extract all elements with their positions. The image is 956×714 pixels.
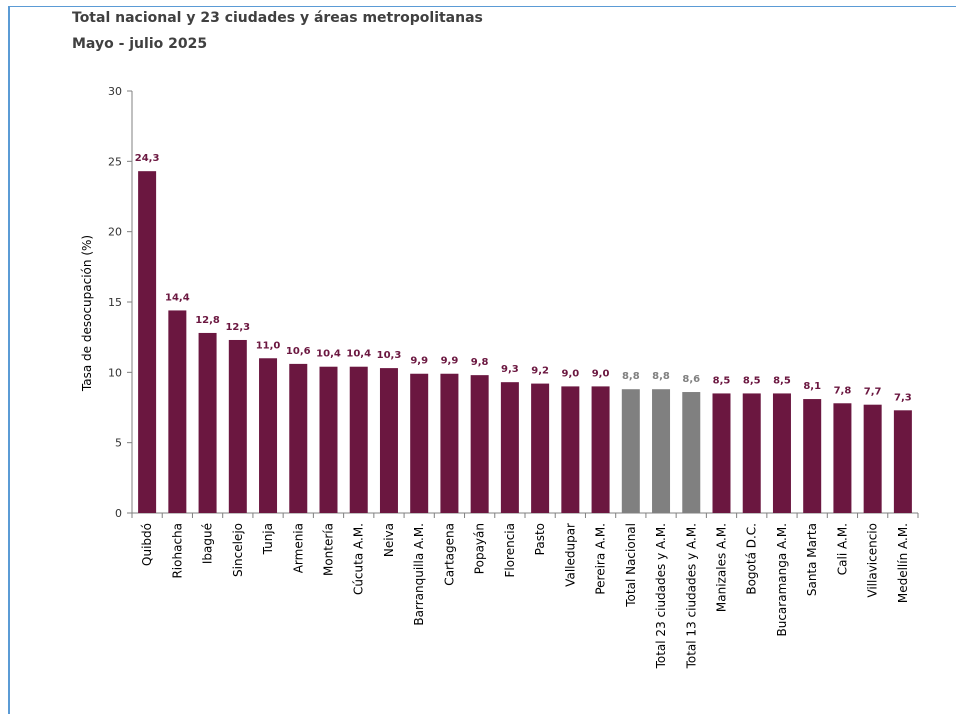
data-label: 8,5	[773, 375, 791, 386]
bar	[349, 366, 368, 513]
bar	[379, 368, 398, 513]
data-label: 9,0	[561, 368, 579, 379]
data-label: 10,3	[377, 350, 402, 361]
data-label: 8,8	[622, 371, 640, 382]
bar	[803, 399, 822, 513]
x-tick-label: Popayán	[473, 523, 487, 574]
y-tick-label: 20	[108, 226, 122, 239]
x-tick-label: Sincelejo	[231, 523, 245, 577]
x-tick-label: Bogotá D.C.	[745, 523, 759, 595]
bar	[470, 375, 489, 513]
data-label: 8,8	[652, 371, 670, 382]
bar	[168, 310, 187, 513]
x-tick-labels: Quibdó Riohacha Ibagué Sincelejo Tunja Armeni…	[140, 523, 910, 669]
bar	[712, 393, 731, 513]
bar	[682, 392, 701, 513]
data-label: 9,3	[501, 364, 519, 375]
y-tick-label: 30	[108, 85, 122, 98]
bar	[440, 373, 459, 513]
x-tick-label: Riohacha	[170, 523, 184, 579]
data-label: 7,7	[864, 387, 882, 398]
y-tick-label: 15	[108, 296, 122, 309]
bar	[319, 366, 338, 513]
x-tick-label: Bucaramanga A.M.	[775, 523, 789, 637]
data-label: 9,2	[531, 366, 549, 377]
chart-title: Total nacional y 23 ciudades y áreas met…	[72, 10, 483, 26]
y-tick-label: 25	[108, 155, 122, 168]
chart-subtitle: Mayo - julio 2025	[72, 36, 208, 52]
x-tick-label: Barranquilla A.M.	[412, 523, 426, 626]
data-label: 8,6	[682, 374, 700, 385]
x-tick-label: Total 23 ciudades y A.M.	[654, 523, 668, 669]
bar	[561, 386, 580, 513]
bar	[228, 339, 247, 513]
bar	[772, 393, 791, 513]
data-label: 9,0	[592, 368, 610, 379]
bar	[259, 358, 278, 513]
frame-left-border	[8, 6, 10, 714]
data-label: 9,9	[410, 356, 428, 367]
bars	[138, 171, 912, 513]
bar	[652, 389, 671, 513]
x-tick-label: Pereira A.M.	[594, 523, 608, 595]
x-tick-label: Ibagué	[201, 523, 215, 564]
x-tick-label: Manizales A.M.	[715, 523, 729, 612]
x-tick-label: Santa Marta	[805, 523, 819, 596]
bar	[531, 383, 550, 513]
value-labels: 24,3 14,4 12,8 12,3 11,0 10,6 10,4 10,4 10,3 9,9 9…	[135, 153, 912, 403]
x-tick-label: Pasto	[533, 523, 547, 555]
x-tick-label: Neiva	[382, 523, 396, 557]
bar	[863, 404, 882, 513]
x-tick-label: Villavicencio	[866, 523, 880, 598]
bar	[289, 363, 308, 513]
x-tick-label: Tunja	[261, 523, 275, 555]
data-label: 7,3	[894, 392, 912, 403]
bar	[500, 382, 519, 513]
bar	[591, 386, 610, 513]
data-label: 12,3	[225, 322, 250, 333]
data-label: 12,8	[195, 315, 220, 326]
bar	[621, 389, 640, 513]
x-tick-label: Total 13 ciudades y A.M.	[684, 523, 698, 669]
y-axis-label: Tasa de desocupación (%)	[80, 235, 94, 392]
x-tick-label: Medellín A.M.	[896, 523, 910, 603]
data-label: 10,6	[286, 346, 311, 357]
bar	[833, 403, 852, 513]
bar	[198, 332, 217, 513]
x-tick-label: Montería	[322, 523, 336, 576]
y-tick-label: 5	[115, 437, 122, 450]
bar	[410, 373, 429, 513]
x-tick-label: Total Nacional	[624, 523, 638, 608]
data-label: 24,3	[135, 153, 160, 164]
frame-top-border	[8, 6, 956, 7]
data-label: 10,4	[346, 349, 371, 360]
bar	[742, 393, 761, 513]
data-label: 9,8	[471, 357, 489, 368]
data-label: 8,5	[743, 375, 761, 386]
bar	[893, 410, 912, 513]
data-label: 14,4	[165, 292, 190, 303]
x-tick-label: Cúcuta A.M.	[352, 523, 366, 595]
data-label: 8,1	[803, 381, 821, 392]
y-tick-label: 0	[115, 507, 122, 520]
x-tick-label: Cali A.M.	[835, 523, 849, 575]
data-label: 8,5	[713, 375, 731, 386]
x-tick-label: Valledupar	[563, 523, 577, 587]
data-label: 11,0	[256, 340, 281, 351]
y-tick-label: 10	[108, 366, 122, 379]
bar	[138, 171, 157, 513]
x-tick-label: Cartagena	[442, 523, 456, 586]
data-label: 7,8	[834, 385, 852, 396]
data-label: 10,4	[316, 349, 341, 360]
x-tick-label: Armenia	[291, 523, 305, 573]
data-label: 9,9	[441, 356, 459, 367]
x-tick-label: Florencia	[503, 523, 517, 578]
x-tick-label: Quibdó	[140, 523, 154, 566]
